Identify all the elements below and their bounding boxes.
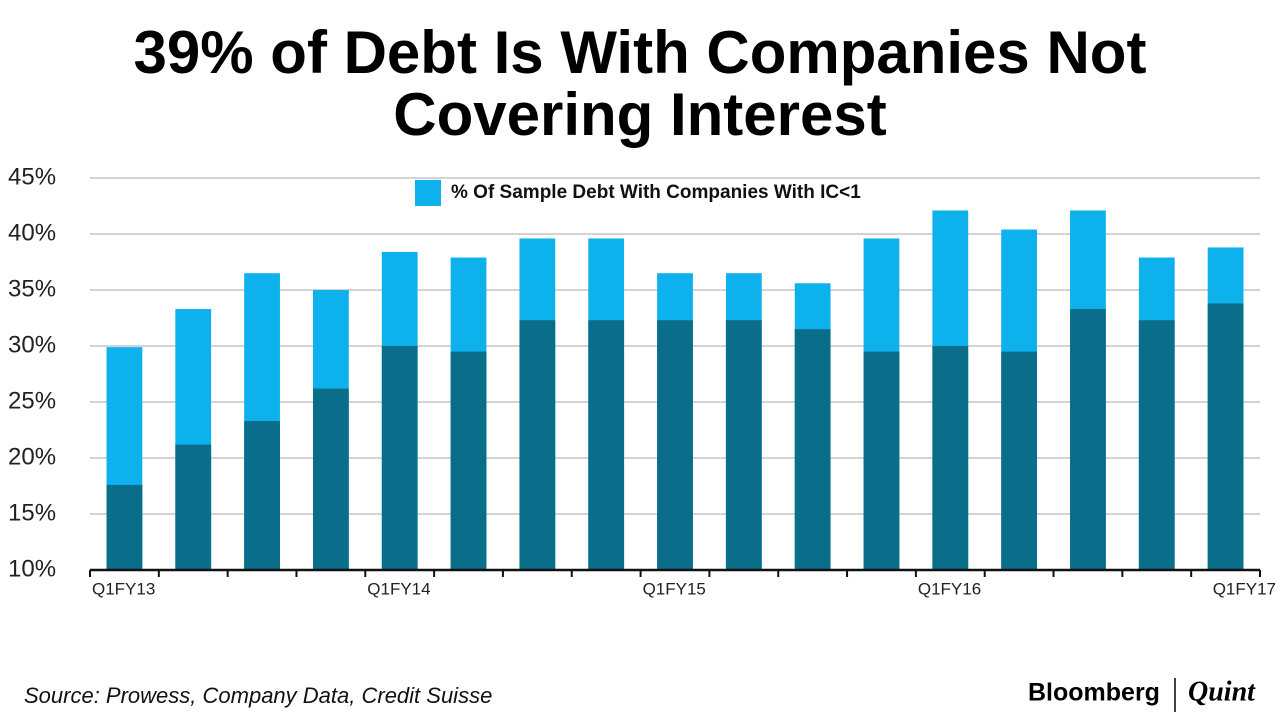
bar [932,346,969,570]
bar [863,351,900,570]
bar [381,346,418,570]
y-tick-label: 25% [8,387,56,414]
brand-logo: Bloomberg [1028,679,1160,707]
bar [312,388,349,570]
x-tick-label: Q1FY17 [1213,579,1276,598]
x-tick-label: Q1FY14 [367,579,430,598]
bar [588,320,625,570]
bar [175,444,212,570]
chart-title: 39% of Debt Is With Companies Not Coveri… [133,19,1147,148]
bar [657,320,693,570]
x-tick-label: Q1FY16 [918,579,981,598]
legend-swatch [415,180,441,206]
bar [725,320,762,570]
bar [450,351,487,570]
bar [794,329,831,570]
y-tick-label: 15% [8,499,56,526]
brand-logo: Quint [1188,676,1256,707]
bar [519,320,556,570]
bar [244,421,280,570]
x-tick-label: Q1FY13 [92,579,155,598]
bar [1138,320,1175,570]
y-tick-label: 30% [8,331,56,358]
x-tick-label: Q1FY15 [643,579,706,598]
y-tick-label: 20% [8,443,56,470]
source-note: Source: Prowess, Company Data, Credit Su… [24,683,492,708]
bar [1070,309,1106,570]
y-tick-label: 40% [8,219,56,246]
y-tick-label: 35% [8,275,56,302]
y-tick-label: 10% [8,555,56,582]
bar [1001,351,1038,570]
y-tick-label: 45% [8,163,56,190]
legend-label: % Of Sample Debt With Companies With IC<… [451,182,861,203]
bar [1207,303,1244,570]
bar [106,484,143,570]
